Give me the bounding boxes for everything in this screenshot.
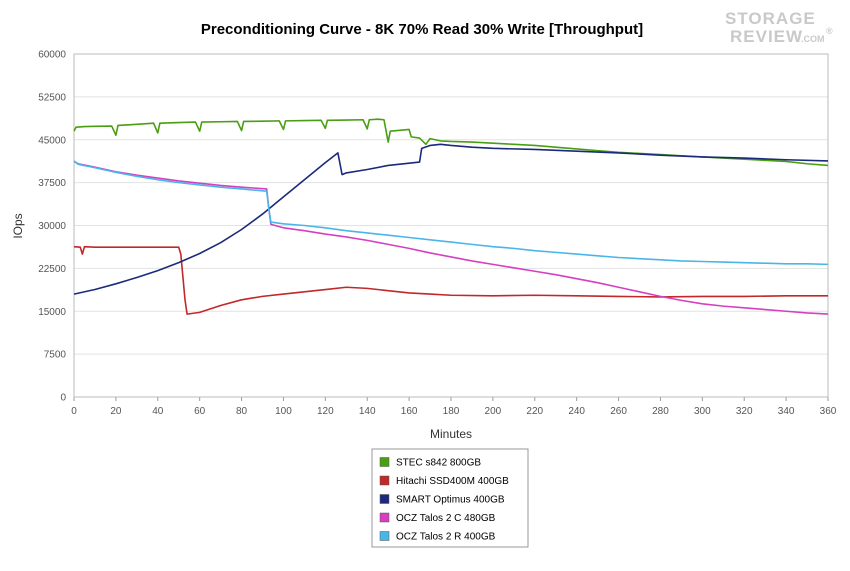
series-line-2 [73,143,829,295]
plot-area [73,53,829,398]
legend-label-4: OCZ Talos 2 R 400GB [396,532,496,543]
x-tick-label: 80 [236,406,248,417]
series-line-3 [73,160,829,315]
y-tick-label: 22500 [38,264,66,275]
x-tick-label: 160 [401,406,418,417]
series-line-4 [73,160,829,266]
legend-swatch-2 [379,494,390,504]
y-tick-label: 0 [60,393,66,404]
y-tick-label: 7500 [44,350,67,361]
x-tick-label: 180 [443,406,460,417]
series-line-1 [73,245,828,315]
x-axis-ticks: 0 20 40 60 80 100 120 140 160 180 200 220 240 260 280 3… [71,397,837,417]
legend: STEC s842 800GB Hitachi SSD400M 400GB SMAR… [371,448,529,548]
x-tick-label: 0 [71,406,77,417]
x-tick-label: 300 [694,406,711,417]
x-tick-label: 360 [820,406,837,417]
x-tick-label: 320 [736,406,753,417]
legend-box [371,448,529,548]
x-tick-label: 200 [485,406,502,417]
logo-line-1: STORAGE [725,9,816,28]
x-tick-label: 60 [194,406,206,417]
x-tick-label: 340 [778,406,795,417]
grid [74,53,828,398]
x-tick-label: 280 [652,406,669,417]
y-axis-ticks: 0 7500 15000 22500 30000 37500 45000 52500 60000 [38,50,66,404]
legend-label-3: OCZ Talos 2 C 480GB [396,513,496,524]
y-tick-label: 60000 [38,50,66,61]
y-tick-label: 30000 [38,221,66,232]
x-axis-label: Minutes [430,427,472,441]
y-tick-label: 15000 [38,307,66,318]
legend-swatch-3 [379,512,390,523]
legend-label-0: STEC s842 800GB [396,458,481,469]
storagereview-logo: STORAGE REVIEW .COM ® [725,9,833,46]
legend-swatch-0 [379,457,390,467]
x-tick-label: 240 [568,406,585,417]
x-tick-label: 100 [275,406,292,417]
legend-swatch-4 [379,531,390,541]
x-tick-label: 20 [110,406,122,417]
logo-suffix: .COM [801,34,825,44]
legend-swatch-1 [379,475,390,486]
chart-title: Preconditioning Curve - 8K 70% Read 30% … [201,21,643,38]
x-tick-label: 260 [610,406,627,417]
y-tick-label: 45000 [38,135,66,146]
logo-registered-mark: ® [826,26,833,36]
legend-label-2: SMART Optimus 400GB [396,495,505,506]
y-tick-label: 52500 [38,92,66,103]
x-tick-label: 40 [152,406,164,417]
x-tick-label: 140 [359,406,376,417]
x-tick-label: 120 [317,406,334,417]
y-axis-label: IOps [11,213,25,238]
series-lines [73,118,829,315]
series-line-0 [73,118,829,167]
y-tick-label: 37500 [38,178,66,189]
legend-label-1: Hitachi SSD400M 400GB [396,476,509,487]
x-tick-label: 220 [526,406,543,417]
logo-line-2: REVIEW [730,27,803,46]
